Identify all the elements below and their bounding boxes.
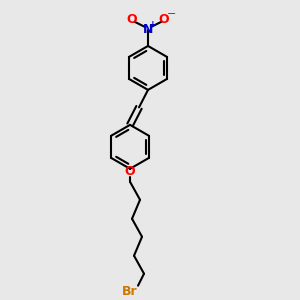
Text: N: N <box>143 23 153 37</box>
Text: O: O <box>159 14 169 26</box>
Text: O: O <box>125 165 135 178</box>
Text: +: + <box>149 20 157 29</box>
Text: Br: Br <box>122 285 138 298</box>
Text: O: O <box>127 14 137 26</box>
Text: −: − <box>167 9 177 19</box>
